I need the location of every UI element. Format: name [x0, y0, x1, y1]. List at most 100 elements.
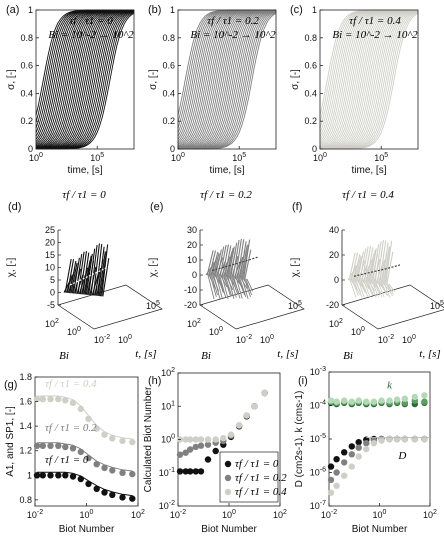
legend-entry: τf / τ1 = 0.2	[235, 472, 287, 484]
data-point	[341, 472, 348, 479]
chi-spike	[77, 251, 85, 294]
chi-spike	[66, 259, 75, 293]
data-point	[227, 431, 235, 438]
y-tick-label: 1.2	[19, 446, 32, 456]
y-tick-label: 0.2	[304, 116, 317, 126]
chi-spike	[382, 246, 390, 284]
chi-spike	[97, 246, 105, 296]
chi-spike-negative	[239, 278, 247, 298]
x-tick-label: 105	[374, 152, 388, 163]
chi-axis-label: χ, [-]	[148, 257, 159, 277]
data-point	[187, 446, 194, 453]
data-point	[182, 436, 189, 443]
chi-spike-negative	[224, 276, 231, 297]
y-tick-label: 102	[161, 367, 175, 378]
chi-spike-negative	[349, 279, 357, 298]
data-point	[187, 468, 194, 475]
y-tick-label: 1	[27, 470, 32, 480]
z-tick-label: -5	[47, 300, 55, 310]
chi-spike	[232, 239, 240, 278]
chi-spike-negative	[388, 283, 396, 293]
x-axis-label: Biot Number	[59, 524, 115, 535]
t-tick-label: 100	[402, 334, 416, 345]
panel-g: 0.8 1 1.2 1.4 1.6 1.8 10-2 100 102 Biot Number A1,…	[4, 372, 145, 535]
data-point	[401, 435, 408, 443]
data-point	[327, 476, 335, 484]
x-tick-label: 100	[222, 509, 236, 520]
bi-axis-label: Bi	[343, 350, 353, 362]
y-tick-label: 0.6	[20, 61, 33, 71]
chi-spike	[361, 246, 369, 282]
y-tick-label: 0.8	[304, 33, 317, 43]
chi-spike-negative	[363, 281, 371, 298]
chi-spike-negative	[216, 275, 224, 293]
bi-tick-label: 102	[329, 318, 343, 329]
chi-spike	[72, 257, 80, 294]
x-axis-label: Biot Number	[352, 524, 408, 535]
chi-spike-negative	[357, 280, 365, 298]
panel-f: -20 0 20 40 102 100 10-2 100 105 Bi t, [s] χ, [-] (f…	[290, 189, 444, 362]
y-tick-label: 101	[161, 400, 175, 411]
chi-spike-negative	[387, 283, 395, 295]
x-tick-label: 100	[29, 152, 43, 163]
chi-spike	[64, 258, 72, 293]
chi-spike-negative	[362, 281, 370, 289]
x-tick-label: 100	[80, 509, 94, 520]
ratio-annotation: τf / τ1 = 0	[69, 15, 113, 27]
panel-e: -20 -10 0 10 20 30 102 100 10-2 100 105 Bi t, [s] χ, …	[148, 189, 305, 362]
chi-ridge-line	[69, 261, 117, 286]
y-tick-label: 0.2	[20, 116, 33, 126]
chi-spike	[98, 251, 106, 297]
y-axis-label: σ, [-]	[6, 69, 17, 90]
y-axis-label: A1, and SP1, [-]	[5, 406, 16, 477]
chi-spike-negative	[380, 282, 387, 295]
chi-spike	[376, 239, 384, 284]
chi-spike	[243, 239, 251, 279]
data-point	[411, 435, 418, 443]
chi-spike-negative	[369, 281, 377, 298]
chi-spike	[374, 241, 382, 283]
data-point	[182, 449, 189, 456]
data-point	[33, 442, 41, 449]
chi-spike	[369, 248, 377, 283]
data-point	[69, 473, 77, 480]
panel-label: (d)	[8, 201, 21, 213]
data-point	[93, 485, 100, 492]
z-tick-label: 20	[45, 238, 55, 248]
x-tick-label: 102	[423, 509, 437, 520]
data-point	[355, 397, 362, 404]
chi-spike-negative	[227, 276, 235, 300]
chi-spike	[372, 244, 380, 283]
t-tick-label: 105	[288, 300, 302, 311]
chi-spike	[101, 244, 109, 297]
data-point	[386, 397, 393, 404]
legend-marker	[224, 460, 232, 468]
chi-spike	[385, 240, 393, 284]
data-point	[235, 422, 243, 429]
data-point	[348, 398, 355, 405]
chi-spike-negative	[241, 278, 249, 300]
bi-range-annotation: Bi = 10^-2 → 10^2	[332, 29, 418, 41]
chi-spike	[368, 249, 376, 283]
data-point	[39, 472, 46, 479]
y-tick-label: 0.8	[162, 33, 175, 43]
y-tick-label: 1	[170, 5, 175, 15]
chi-spike-negative	[207, 274, 215, 300]
chi-spike-negative	[361, 281, 369, 297]
data-point	[327, 489, 335, 496]
chi-spike	[82, 252, 90, 295]
chi-spike	[212, 252, 220, 276]
chi-spike-negative	[231, 277, 238, 295]
chi-spike-negative	[211, 275, 218, 296]
y-tick-label: 1	[28, 5, 33, 15]
chi-spike-negative	[233, 277, 241, 299]
data-point	[176, 451, 184, 458]
series-annotation: τf / τ1 = 0	[45, 454, 89, 466]
t-tick-label: 105	[146, 300, 160, 311]
data-point	[251, 403, 258, 410]
y-tick-label: 10-2	[159, 500, 175, 511]
data-point	[212, 447, 219, 455]
data-point	[77, 475, 85, 483]
chi-spike-negative	[245, 278, 253, 296]
